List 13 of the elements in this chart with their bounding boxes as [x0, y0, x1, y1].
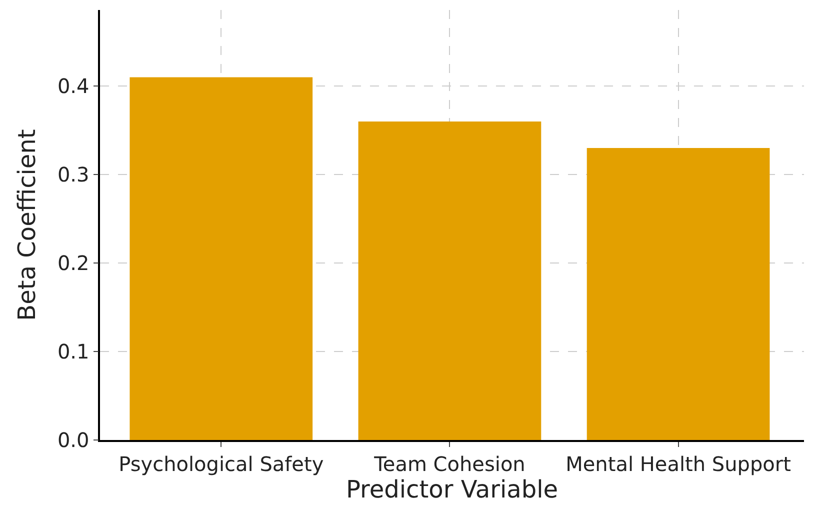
bar — [130, 77, 313, 440]
y-tick-label: 0.1 — [57, 340, 90, 364]
y-tick-label: 0.3 — [57, 162, 90, 187]
x-tick-label: Psychological Safety — [118, 452, 324, 476]
bar — [358, 121, 542, 440]
y-tick-label: 0.0 — [57, 428, 90, 452]
y-tick-label: 0.2 — [57, 251, 90, 276]
x-tick-label: Team Cohesion — [373, 452, 526, 476]
y-tick-label: 0.4 — [57, 74, 90, 98]
bar — [586, 148, 770, 440]
x-tick-label: Mental Health Support — [566, 452, 792, 476]
x-axis-title: Predictor Variable — [346, 476, 558, 504]
y-axis-title: Beta Coefficient — [13, 129, 42, 321]
